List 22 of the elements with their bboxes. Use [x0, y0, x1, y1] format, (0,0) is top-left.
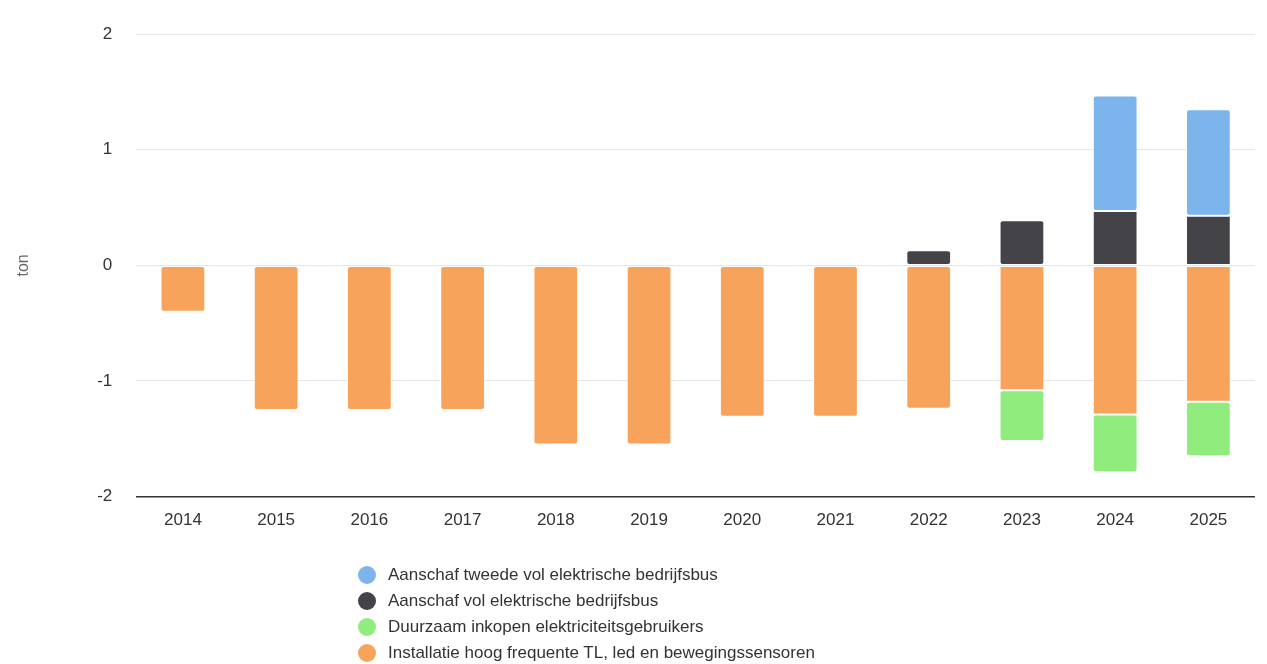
x-tick-label: 2022 — [909, 510, 948, 530]
x-tick-label: 2016 — [350, 510, 389, 530]
legend-label: Installatie hoog frequente TL, led en bewegingssensoren — [388, 643, 815, 663]
x-tick-label: 2019 — [630, 510, 668, 530]
x-tick-label: 2021 — [816, 510, 855, 530]
y-tick-label: 0 — [102, 255, 113, 275]
x-tick-label: 2025 — [1189, 510, 1228, 530]
y-tick-label: 2 — [102, 23, 113, 43]
x-tick-label: 2018 — [536, 510, 575, 530]
y-tick-label: 1 — [102, 139, 113, 159]
y-tick-label: -2 — [97, 486, 113, 506]
y-axis-title: ton — [14, 254, 32, 277]
legend-label: Aanschaf tweede vol elektrische bedrijfsbus — [388, 565, 718, 585]
x-tick-label: 2014 — [164, 510, 202, 530]
x-tick-label: 2024 — [1096, 510, 1135, 530]
x-tick-label: 2015 — [257, 510, 296, 530]
y-tick-label: -1 — [97, 370, 113, 390]
x-tick-label: 2020 — [723, 510, 762, 530]
x-tick-label: 2017 — [443, 510, 482, 530]
legend-label: Duurzaam inkopen elektriciteitsgebruikers — [388, 617, 704, 637]
legend-label: Aanschaf vol elektrische bedrijfsbus — [388, 591, 659, 611]
x-tick-label: 2023 — [1003, 510, 1041, 530]
